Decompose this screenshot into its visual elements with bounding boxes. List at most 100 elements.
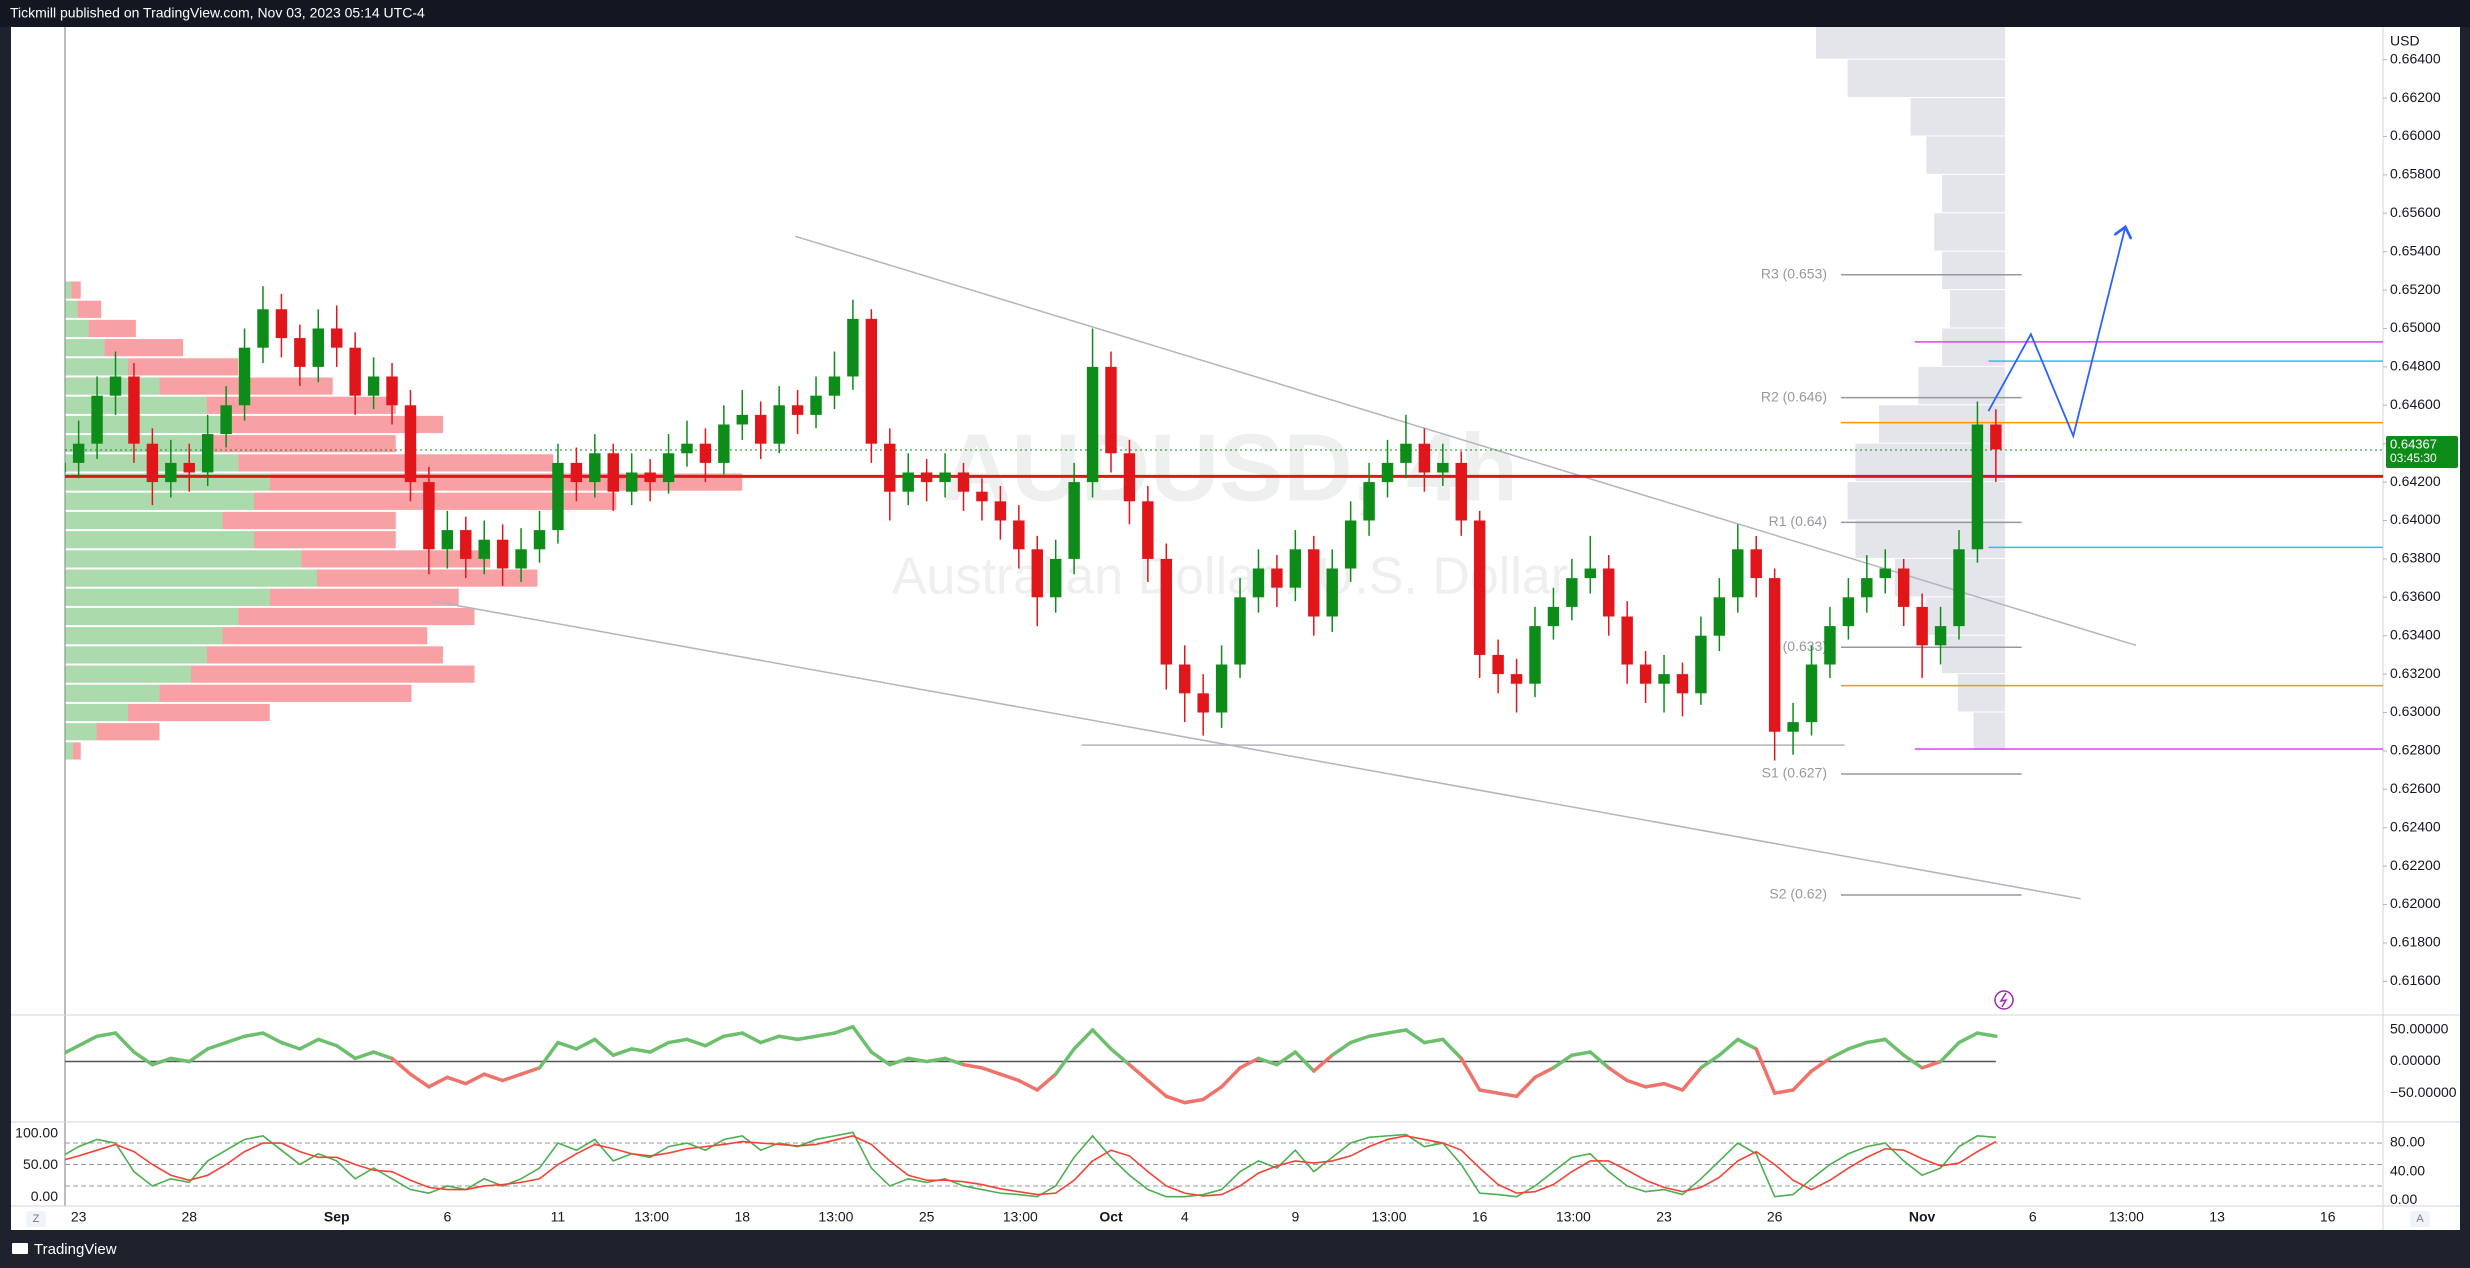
countdown-label: 03:45:30 [2390, 451, 2437, 465]
x-tick-label: 4 [1181, 1209, 1189, 1225]
candle-body [1732, 549, 1744, 598]
candle-body [810, 395, 822, 415]
candle-body [109, 376, 122, 396]
osc-segment [334, 1043, 357, 1061]
trend-line [432, 600, 2081, 900]
session-profile-bar [1879, 405, 2006, 443]
candle-body [1510, 674, 1523, 684]
x-tick-label: 13:00 [1556, 1209, 1591, 1225]
osc-segment [648, 1040, 671, 1054]
candle-body [1105, 366, 1117, 454]
candle-body [976, 491, 988, 502]
brand-logo [12, 1243, 28, 1254]
profile-down-bar [254, 531, 396, 549]
currency-label: USD [2390, 33, 2420, 49]
candle-body [625, 472, 638, 492]
candle-body [644, 472, 656, 483]
osc-segment [1090, 1028, 1113, 1051]
profile-up-bar [65, 339, 105, 357]
candle-body [1621, 616, 1633, 665]
profile-up-bar [65, 358, 128, 376]
osc-segment [1809, 1056, 1832, 1073]
candle-body [478, 539, 490, 559]
x-tick-label: 26 [1767, 1209, 1783, 1225]
osc-segment [888, 1056, 910, 1067]
candle-body [552, 462, 564, 531]
osc-segment [1238, 1056, 1261, 1070]
y-tick-label: 0.62400 [2390, 818, 2441, 834]
profile-down-bar [206, 435, 396, 453]
candle-body [1990, 424, 2002, 450]
candle-body [1142, 501, 1154, 559]
projection-path [1987, 229, 2124, 439]
candle-body [939, 472, 951, 483]
candle-body [1455, 462, 1467, 521]
session-profile-bar [1847, 59, 2006, 98]
event-icon[interactable] [1994, 990, 2014, 1010]
profile-up-bar [65, 703, 128, 722]
pivot-label: P (0.633) [1770, 638, 1827, 654]
candle-body [1916, 606, 1928, 646]
zoom-button-label[interactable]: Z [33, 1213, 40, 1225]
osc-segment [408, 1072, 431, 1089]
candle-body [1713, 597, 1726, 636]
osc-segment [224, 1034, 247, 1045]
osc-segment [1201, 1085, 1224, 1102]
x-tick-label: 16 [2320, 1209, 2336, 1225]
candle-body [681, 443, 693, 454]
candle-body [1344, 520, 1357, 569]
auto-scale-button[interactable] [2410, 1211, 2430, 1227]
candle-body [441, 530, 454, 550]
profile-up-bar [65, 550, 302, 568]
candle-body [1289, 549, 1302, 588]
candle-body [1547, 606, 1560, 627]
osc-segment [1570, 1050, 1593, 1057]
profile-up-bar [65, 492, 254, 510]
brand-name: TradingView [34, 1241, 117, 1258]
zoom-button[interactable] [26, 1211, 46, 1227]
stochastic-pane [65, 1131, 2383, 1198]
candle-body [294, 338, 306, 367]
x-tick-label: 13:00 [1371, 1209, 1406, 1225]
osc-segment [1496, 1091, 1519, 1099]
osc-segment [1275, 1050, 1298, 1067]
candle-body [902, 472, 914, 492]
x-tick-label: 9 [1291, 1209, 1299, 1225]
candle-body [1750, 549, 1762, 579]
profile-up-bar [65, 607, 239, 626]
candle-body [65, 462, 66, 473]
osc-segment [1957, 1031, 1980, 1045]
stoch-line [65, 1135, 1997, 1197]
pivot-label: R2 (0.646) [1761, 388, 1827, 404]
y-tick-label: 0.61800 [2390, 934, 2441, 950]
x-tick-label: 18 [735, 1209, 751, 1225]
auto-scale-button-label[interactable]: A [2416, 1213, 2424, 1225]
candle-body [1584, 568, 1597, 579]
y-tick-label: 0.64000 [2390, 511, 2441, 527]
osc-segment [187, 1047, 210, 1064]
osc-segment [703, 1034, 726, 1048]
osc-segment [1293, 1050, 1316, 1073]
watermark-description: Australian Dollar / U.S. Dollar [892, 548, 1568, 606]
candle-body [220, 405, 232, 435]
osc-segment [593, 1037, 616, 1057]
osc-segment [777, 1034, 800, 1042]
profile-up-bar [65, 281, 72, 299]
pivot-label: R1 (0.64) [1769, 513, 1827, 529]
candle-body [1308, 549, 1320, 617]
profile-down-bar [77, 300, 102, 318]
profile-up-bar [65, 646, 207, 664]
osc-segment [279, 1040, 302, 1051]
x-tick-label: 23 [71, 1209, 87, 1225]
candle-body [515, 549, 527, 569]
candle-body [994, 501, 1007, 521]
candle-body [72, 443, 85, 463]
osc-segment [980, 1066, 1003, 1076]
candle-body [183, 462, 195, 473]
y-tick-label: 0.64200 [2390, 473, 2441, 489]
profile-down-bar [317, 569, 538, 587]
profile-down-bar [72, 742, 81, 760]
osc-segment [611, 1047, 634, 1057]
y-tick-label: 0.66400 [2390, 50, 2441, 66]
